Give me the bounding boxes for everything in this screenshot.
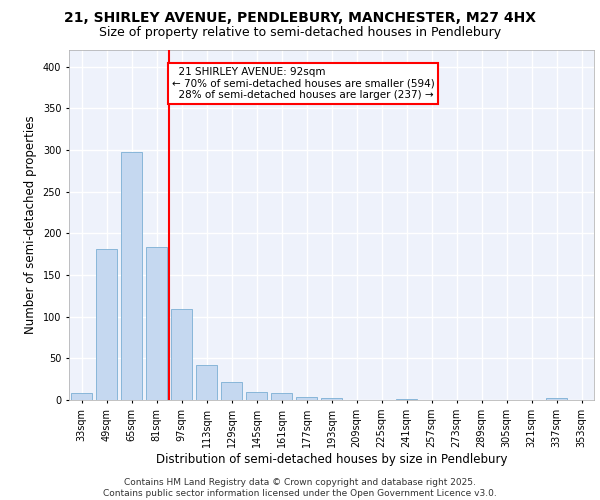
X-axis label: Distribution of semi-detached houses by size in Pendlebury: Distribution of semi-detached houses by … (156, 452, 507, 466)
Bar (546, 398, 567, 400)
Bar (396, 399, 417, 400)
Text: Size of property relative to semi-detached houses in Pendlebury: Size of property relative to semi-detach… (99, 26, 501, 39)
Bar (171, 309, 192, 400)
Bar (146, 246, 167, 400)
Y-axis label: Number of semi-detached properties: Number of semi-detached properties (24, 116, 37, 334)
Text: 21, SHIRLEY AVENUE, PENDLEBURY, MANCHESTER, M27 4HX: 21, SHIRLEY AVENUE, PENDLEBURY, MANCHEST… (64, 11, 536, 25)
Bar (271, 394, 292, 400)
Text: Contains HM Land Registry data © Crown copyright and database right 2025.
Contai: Contains HM Land Registry data © Crown c… (103, 478, 497, 498)
Bar (246, 392, 267, 400)
Bar (321, 398, 342, 400)
Bar (96, 249, 117, 400)
Bar (196, 365, 217, 400)
Bar (121, 152, 142, 400)
Bar (296, 396, 317, 400)
Text: 21 SHIRLEY AVENUE: 92sqm
← 70% of semi-detached houses are smaller (594)
  28% o: 21 SHIRLEY AVENUE: 92sqm ← 70% of semi-d… (172, 66, 435, 100)
Bar (71, 394, 92, 400)
Bar (221, 382, 242, 400)
